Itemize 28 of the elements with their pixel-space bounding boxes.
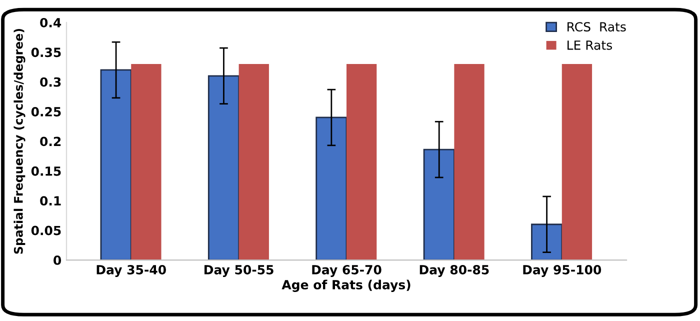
x-tick-label: Day 80-85 xyxy=(420,264,489,277)
bar xyxy=(238,64,269,260)
bar xyxy=(423,148,455,260)
legend-label: LE Rats xyxy=(568,40,612,50)
bar xyxy=(531,224,563,260)
x-tick-label: Day 35-40 xyxy=(96,264,166,277)
y-axis-title: Spatial Frequency (cycles/degree) xyxy=(14,28,26,254)
bar xyxy=(208,75,240,260)
x-tick-label: Day 95-100 xyxy=(523,264,602,277)
y-tick-label: 0.25 xyxy=(31,107,61,116)
x-axis-title: Age of Rats (days) xyxy=(282,280,410,292)
y-tick-label: 0.3 xyxy=(40,77,61,87)
legend-label: RCS Rats xyxy=(568,22,626,32)
x-tick-label: Day 65-70 xyxy=(312,264,382,277)
bar xyxy=(454,64,484,260)
y-tick-label: 0.4 xyxy=(40,18,62,28)
y-tick-label: 0 xyxy=(54,255,62,265)
x-tick-label: Day 50-55 xyxy=(204,264,274,277)
y-tick-label: 0.2 xyxy=(40,136,61,146)
bar xyxy=(562,64,592,260)
y-tick-label: 0.35 xyxy=(31,48,61,58)
y-tick-label: 0.1 xyxy=(40,196,61,206)
bar xyxy=(316,116,348,260)
y-tick-label: 0.05 xyxy=(31,226,61,236)
bar xyxy=(131,64,162,260)
y-tick-label: 0.15 xyxy=(31,166,61,176)
bar xyxy=(100,69,132,260)
bar xyxy=(346,64,377,260)
